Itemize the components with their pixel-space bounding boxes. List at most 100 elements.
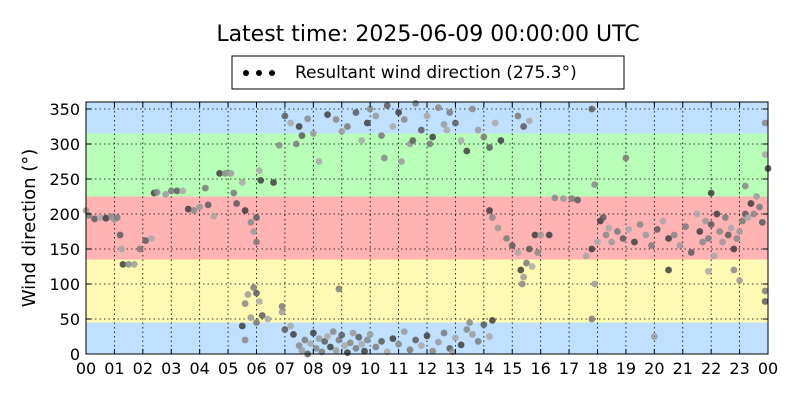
data-point (440, 121, 448, 128)
data-point (642, 231, 650, 239)
data-point (761, 298, 769, 305)
data-point (503, 235, 510, 242)
data-point (395, 340, 402, 348)
data-point (383, 102, 391, 109)
data-point (352, 345, 360, 352)
data-point (244, 291, 252, 298)
data-point (761, 151, 769, 158)
data-point (378, 338, 385, 345)
data-point (761, 287, 769, 295)
data-point (594, 238, 601, 246)
data-point (167, 187, 175, 195)
data-point (301, 336, 309, 344)
data-point (423, 112, 431, 120)
data-point (372, 343, 380, 351)
data-point (625, 226, 633, 233)
x-tick-label: 09 (332, 359, 352, 378)
y-tick-label: 350 (49, 100, 80, 119)
data-point (304, 115, 312, 123)
data-point (91, 215, 98, 223)
data-point (395, 109, 402, 116)
data-point (281, 112, 289, 120)
x-tick-label: 00 (758, 359, 778, 378)
x-tick-label: 11 (388, 359, 408, 378)
data-point (378, 132, 385, 140)
data-point (494, 224, 502, 232)
y-axis-ticks: 0 50 100 150 200 250 300 350 (49, 100, 768, 364)
data-point (190, 207, 198, 214)
data-point (426, 140, 434, 148)
data-point (523, 259, 530, 267)
x-tick-label: 21 (673, 359, 693, 378)
data-point (406, 346, 414, 354)
data-point (648, 242, 655, 249)
data-point (608, 238, 616, 246)
data-point (761, 119, 769, 127)
data-point (290, 331, 297, 338)
data-point (307, 340, 314, 347)
data-point (463, 326, 471, 333)
data-point (270, 179, 277, 186)
data-point (113, 214, 121, 221)
data-point (255, 298, 263, 305)
data-point (588, 245, 596, 253)
data-point (452, 119, 459, 127)
data-point (366, 105, 374, 113)
data-point (514, 112, 522, 120)
data-point (591, 280, 599, 288)
data-point (344, 123, 351, 130)
data-point (486, 333, 493, 340)
data-point (739, 217, 746, 225)
data-point (142, 237, 150, 245)
data-point (227, 170, 235, 177)
data-point (551, 194, 559, 202)
data-point (412, 100, 420, 107)
x-tick-label: 02 (133, 359, 153, 378)
data-point (429, 347, 437, 355)
x-tick-label: 19 (616, 359, 636, 378)
data-point (466, 319, 474, 326)
data-point (344, 349, 351, 356)
data-point (693, 210, 701, 218)
data-point (653, 226, 661, 233)
x-tick-label: 00 (76, 359, 96, 378)
data-point (398, 158, 405, 165)
data-point (753, 193, 761, 200)
data-point (118, 245, 125, 253)
x-tick-label: 07 (275, 359, 295, 378)
data-point (363, 119, 371, 127)
data-point (457, 341, 465, 349)
data-point (389, 123, 397, 130)
data-point (665, 235, 672, 242)
data-point (309, 130, 317, 137)
data-point (341, 342, 348, 349)
data-point (531, 231, 539, 239)
data-point (741, 182, 749, 190)
data-point (417, 342, 425, 349)
data-point (736, 277, 743, 284)
data-point (179, 187, 187, 195)
data-point (332, 347, 340, 354)
x-tick-label: 23 (729, 359, 749, 378)
y-tick-label: 100 (49, 275, 80, 294)
data-point (102, 214, 110, 222)
data-point (452, 334, 459, 342)
data-point (676, 242, 684, 249)
data-point (257, 177, 265, 184)
data-point (560, 195, 567, 203)
x-tick-label: 20 (644, 359, 664, 378)
data-point (730, 266, 738, 274)
data-point (582, 252, 590, 260)
data-points (82, 100, 772, 358)
data-point (315, 335, 323, 342)
x-axis-ticks: 00 01 02 03 04 05 06 07 08 09 10 11 12 13 14 15 16 17 18 19… (76, 102, 778, 378)
data-point (727, 224, 735, 232)
data-point (153, 188, 161, 196)
data-point (295, 123, 303, 130)
data-point (400, 328, 408, 335)
data-point (699, 238, 707, 246)
data-point (520, 273, 528, 281)
data-point (338, 127, 346, 135)
data-point (744, 214, 752, 221)
data-point (196, 203, 204, 211)
